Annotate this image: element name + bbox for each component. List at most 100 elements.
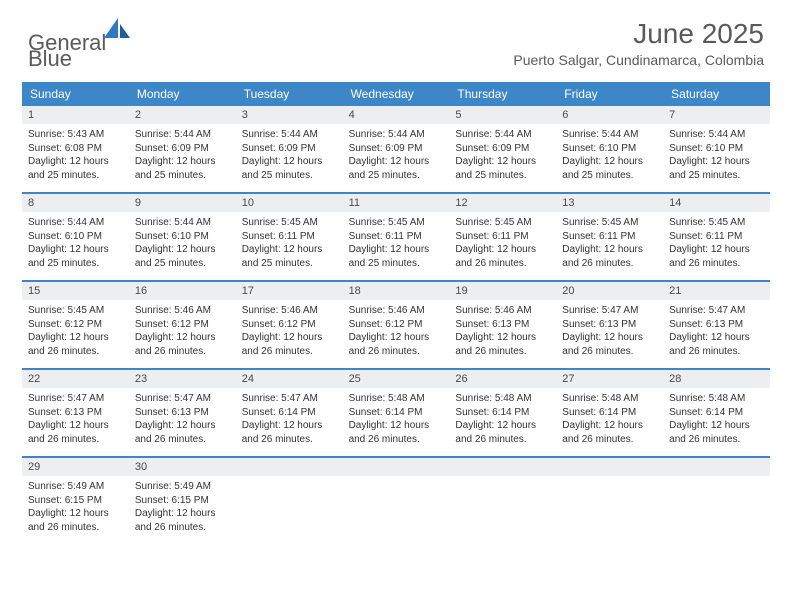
day-cell: 17Sunrise: 5:46 AMSunset: 6:12 PMDayligh… xyxy=(236,282,343,368)
header: General Blue June 2025 Puerto Salgar, Cu… xyxy=(0,0,792,76)
day-cell: 7Sunrise: 5:44 AMSunset: 6:10 PMDaylight… xyxy=(663,106,770,192)
day-number: 1 xyxy=(22,106,129,124)
day-number: 24 xyxy=(236,370,343,388)
day-number: 22 xyxy=(22,370,129,388)
sunrise-text: Sunrise: 5:44 AM xyxy=(349,128,444,142)
daylight-text: and 25 minutes. xyxy=(455,169,550,183)
sunrise-text: Sunrise: 5:46 AM xyxy=(242,304,337,318)
daylight-text: Daylight: 12 hours xyxy=(669,419,764,433)
day-number xyxy=(556,458,663,476)
daylight-text: and 25 minutes. xyxy=(242,169,337,183)
day-cell: 2Sunrise: 5:44 AMSunset: 6:09 PMDaylight… xyxy=(129,106,236,192)
day-number xyxy=(663,458,770,476)
sunrise-text: Sunrise: 5:44 AM xyxy=(455,128,550,142)
day-cell: 1Sunrise: 5:43 AMSunset: 6:08 PMDaylight… xyxy=(22,106,129,192)
day-number: 27 xyxy=(556,370,663,388)
day-number xyxy=(449,458,556,476)
sunset-text: Sunset: 6:10 PM xyxy=(669,142,764,156)
sunset-text: Sunset: 6:14 PM xyxy=(242,406,337,420)
day-number: 2 xyxy=(129,106,236,124)
sunset-text: Sunset: 6:13 PM xyxy=(562,318,657,332)
daylight-text: and 25 minutes. xyxy=(28,169,123,183)
sunset-text: Sunset: 6:14 PM xyxy=(669,406,764,420)
sunrise-text: Sunrise: 5:45 AM xyxy=(455,216,550,230)
page-title: June 2025 xyxy=(513,18,764,50)
day-cell xyxy=(236,458,343,544)
daylight-text: and 26 minutes. xyxy=(28,345,123,359)
day-number: 10 xyxy=(236,194,343,212)
daylight-text: and 26 minutes. xyxy=(562,345,657,359)
sunset-text: Sunset: 6:12 PM xyxy=(135,318,230,332)
sunset-text: Sunset: 6:08 PM xyxy=(28,142,123,156)
day-cell: 10Sunrise: 5:45 AMSunset: 6:11 PMDayligh… xyxy=(236,194,343,280)
sunrise-text: Sunrise: 5:46 AM xyxy=(455,304,550,318)
day-cell: 21Sunrise: 5:47 AMSunset: 6:13 PMDayligh… xyxy=(663,282,770,368)
sunset-text: Sunset: 6:12 PM xyxy=(349,318,444,332)
day-number xyxy=(343,458,450,476)
day-cell: 29Sunrise: 5:49 AMSunset: 6:15 PMDayligh… xyxy=(22,458,129,544)
dow-thursday: Thursday xyxy=(449,82,556,106)
daylight-text: and 26 minutes. xyxy=(455,257,550,271)
logo-text-block: General Blue xyxy=(28,18,130,70)
day-cell: 24Sunrise: 5:47 AMSunset: 6:14 PMDayligh… xyxy=(236,370,343,456)
week-row: 29Sunrise: 5:49 AMSunset: 6:15 PMDayligh… xyxy=(22,458,770,544)
sunset-text: Sunset: 6:10 PM xyxy=(135,230,230,244)
daylight-text: Daylight: 12 hours xyxy=(455,419,550,433)
sunrise-text: Sunrise: 5:45 AM xyxy=(349,216,444,230)
day-cell: 12Sunrise: 5:45 AMSunset: 6:11 PMDayligh… xyxy=(449,194,556,280)
daylight-text: Daylight: 12 hours xyxy=(349,243,444,257)
day-number: 23 xyxy=(129,370,236,388)
daylight-text: Daylight: 12 hours xyxy=(242,243,337,257)
sunrise-text: Sunrise: 5:44 AM xyxy=(135,128,230,142)
day-cell: 3Sunrise: 5:44 AMSunset: 6:09 PMDaylight… xyxy=(236,106,343,192)
sunset-text: Sunset: 6:15 PM xyxy=(28,494,123,508)
day-number: 5 xyxy=(449,106,556,124)
sunrise-text: Sunrise: 5:44 AM xyxy=(28,216,123,230)
daylight-text: and 26 minutes. xyxy=(349,433,444,447)
day-cell: 9Sunrise: 5:44 AMSunset: 6:10 PMDaylight… xyxy=(129,194,236,280)
daylight-text: Daylight: 12 hours xyxy=(455,331,550,345)
day-number: 16 xyxy=(129,282,236,300)
daylight-text: Daylight: 12 hours xyxy=(349,419,444,433)
dow-tuesday: Tuesday xyxy=(236,82,343,106)
sunrise-text: Sunrise: 5:48 AM xyxy=(349,392,444,406)
daylight-text: and 26 minutes. xyxy=(135,345,230,359)
sunset-text: Sunset: 6:09 PM xyxy=(349,142,444,156)
sunset-text: Sunset: 6:11 PM xyxy=(669,230,764,244)
day-number: 19 xyxy=(449,282,556,300)
daylight-text: and 26 minutes. xyxy=(242,345,337,359)
day-cell: 28Sunrise: 5:48 AMSunset: 6:14 PMDayligh… xyxy=(663,370,770,456)
day-number: 25 xyxy=(343,370,450,388)
sunrise-text: Sunrise: 5:47 AM xyxy=(135,392,230,406)
daylight-text: and 25 minutes. xyxy=(242,257,337,271)
day-cell: 19 Sunrise: 5:46 AMSunset: 6:13 PMDayligh… xyxy=(449,282,556,368)
daylight-text: and 25 minutes. xyxy=(28,257,123,271)
daylight-text: and 25 minutes. xyxy=(349,257,444,271)
sunrise-text: Sunrise: 5:49 AM xyxy=(135,480,230,494)
sunset-text: Sunset: 6:10 PM xyxy=(562,142,657,156)
daylight-text: Daylight: 12 hours xyxy=(562,243,657,257)
dow-wednesday: Wednesday xyxy=(343,82,450,106)
calendar: Sunday Monday Tuesday Wednesday Thursday… xyxy=(0,76,792,544)
dow-friday: Friday xyxy=(556,82,663,106)
sunrise-text: Sunrise: 5:48 AM xyxy=(669,392,764,406)
sunset-text: Sunset: 6:14 PM xyxy=(455,406,550,420)
daylight-text: and 26 minutes. xyxy=(135,521,230,535)
daylight-text: Daylight: 12 hours xyxy=(242,331,337,345)
daylight-text: and 26 minutes. xyxy=(455,345,550,359)
daylight-text: and 26 minutes. xyxy=(562,257,657,271)
day-cell: 30Sunrise: 5:49 AMSunset: 6:15 PMDayligh… xyxy=(129,458,236,544)
day-number: 29 xyxy=(22,458,129,476)
daylight-text: Daylight: 12 hours xyxy=(455,243,550,257)
day-cell: 16Sunrise: 5:46 AMSunset: 6:12 PMDayligh… xyxy=(129,282,236,368)
daylight-text: and 25 minutes. xyxy=(135,257,230,271)
sunset-text: Sunset: 6:14 PM xyxy=(562,406,657,420)
daylight-text: Daylight: 12 hours xyxy=(349,331,444,345)
logo: General Blue xyxy=(28,18,130,70)
day-number: 20 xyxy=(556,282,663,300)
sunrise-text: Sunrise: 5:45 AM xyxy=(242,216,337,230)
sunset-text: Sunset: 6:09 PM xyxy=(242,142,337,156)
daylight-text: and 26 minutes. xyxy=(455,433,550,447)
sunset-text: Sunset: 6:13 PM xyxy=(455,318,550,332)
sunrise-text: Sunrise: 5:47 AM xyxy=(28,392,123,406)
